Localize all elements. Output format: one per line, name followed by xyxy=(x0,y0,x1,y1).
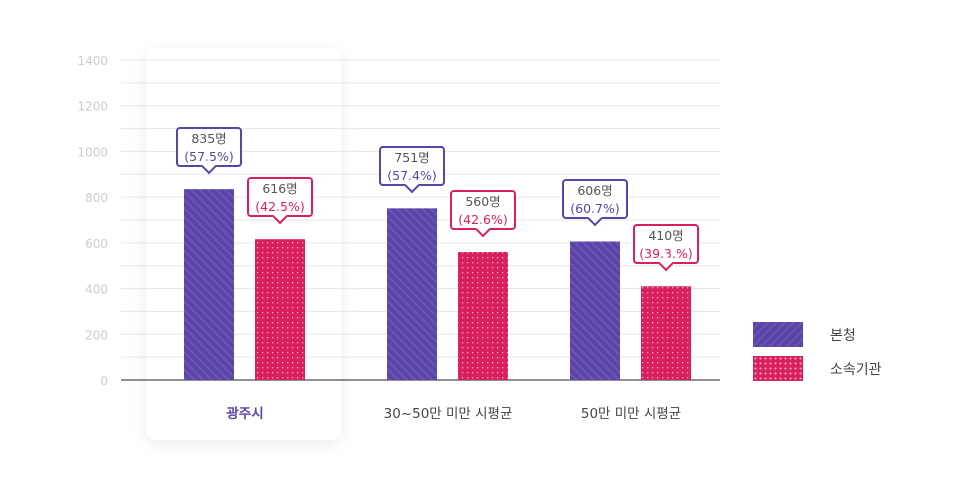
x-category-label: 광주시 xyxy=(226,406,264,422)
count-label: 410명 xyxy=(648,228,684,244)
bar-main-office xyxy=(570,241,620,380)
percent-label: (42.6%) xyxy=(458,212,508,227)
percent-label: (39.3.%) xyxy=(639,246,693,262)
count-label: 606명 xyxy=(577,183,613,199)
bar-affiliated xyxy=(255,239,305,380)
y-tick-label: 200 xyxy=(85,328,108,342)
count-label: 751명 xyxy=(394,150,430,166)
count-label: 835명 xyxy=(191,131,227,147)
highlight-card xyxy=(146,48,341,440)
x-category-label: 30~50만 미만 시평균 xyxy=(383,406,513,422)
y-tick-label: 600 xyxy=(85,237,108,251)
data-label-tooltip: 560명 (42.6%) xyxy=(450,190,516,230)
y-tick-label: 1400 xyxy=(77,54,108,68)
count-label: 560명 xyxy=(465,194,501,209)
percent-label: (42.5%) xyxy=(255,199,305,215)
legend-swatch xyxy=(753,356,803,381)
data-label-tooltip: 751명 (57.4%) xyxy=(379,146,445,187)
bar-affiliated xyxy=(458,252,508,380)
y-tick-label: 400 xyxy=(85,283,108,297)
legend-swatch xyxy=(753,322,803,347)
bar-affiliated xyxy=(641,286,691,380)
y-tick-label: 1000 xyxy=(77,145,108,159)
legend-label: 본청 xyxy=(830,327,856,344)
percent-label: (57.4%) xyxy=(387,168,437,184)
bar-main-office xyxy=(387,208,437,380)
percent-label: (60.7%) xyxy=(570,201,620,217)
legend-item-affiliated: 소속기관 xyxy=(753,356,882,381)
percent-label: (57.5%) xyxy=(184,149,234,165)
count-label: 616명 xyxy=(262,181,298,197)
legend-item-main-office: 본청 xyxy=(753,322,856,347)
y-tick-label: 0 xyxy=(100,374,108,388)
data-label-tooltip: 606명 (60.7%) xyxy=(562,179,628,220)
data-label-tooltip: 835명 (57.5%) xyxy=(176,127,242,168)
bar-main-office xyxy=(184,189,234,380)
data-label-tooltip: 616명 (42.5%) xyxy=(247,177,313,218)
y-tick-label: 800 xyxy=(85,191,108,205)
data-label-tooltip: 410명 (39.3.%) xyxy=(633,224,699,265)
y-tick-label: 1200 xyxy=(77,100,108,114)
legend-label: 소속기관 xyxy=(830,361,882,378)
x-category-label: 50만 미만 시평균 xyxy=(580,406,682,422)
